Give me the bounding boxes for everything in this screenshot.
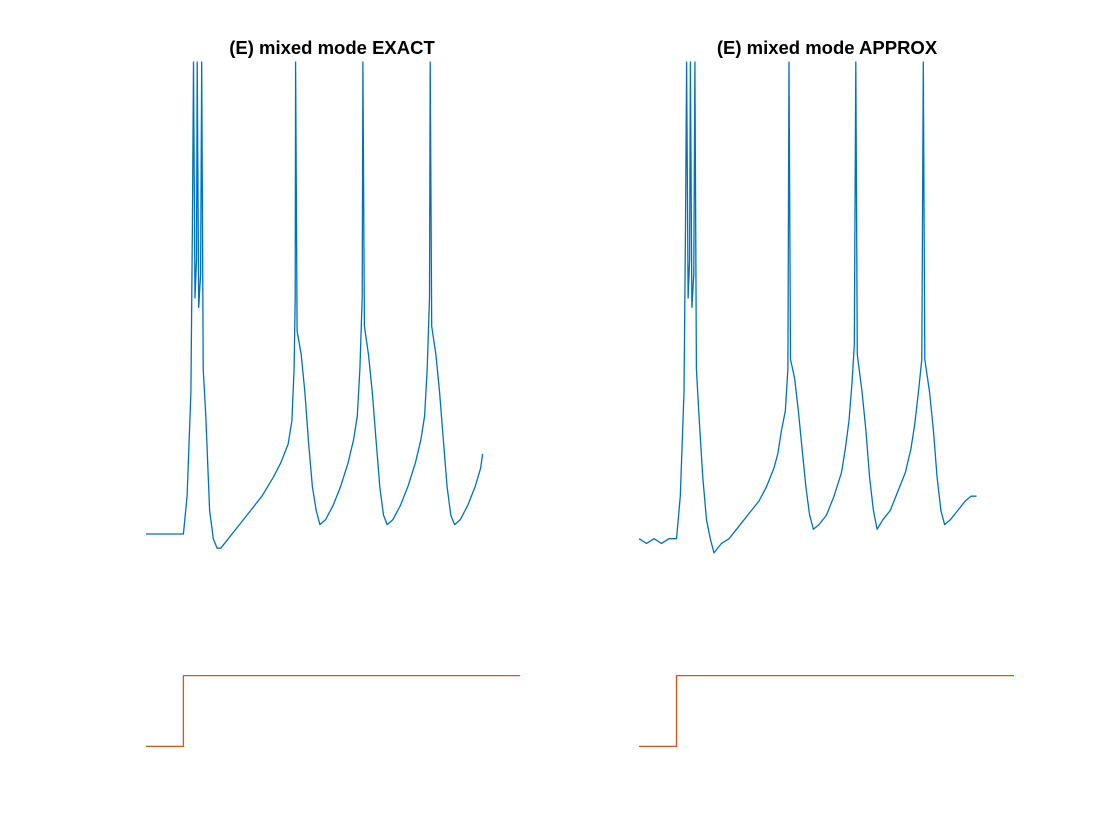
plot-area-approx — [638, 61, 1014, 748]
panel-title-exact: (E) mixed mode EXACT — [229, 37, 435, 58]
voltage-trace-exact — [146, 61, 484, 549]
panel-title-approx: (E) mixed mode APPROX — [717, 37, 938, 58]
plot-area-exact — [146, 61, 520, 748]
panel-exact: (E) mixed mode EXACT — [146, 37, 520, 748]
voltage-trace-approx — [638, 61, 977, 554]
input-current-trace-exact — [146, 674, 520, 748]
panel-approx: (E) mixed mode APPROX — [638, 37, 1014, 748]
input-current-trace-approx — [639, 674, 1014, 748]
